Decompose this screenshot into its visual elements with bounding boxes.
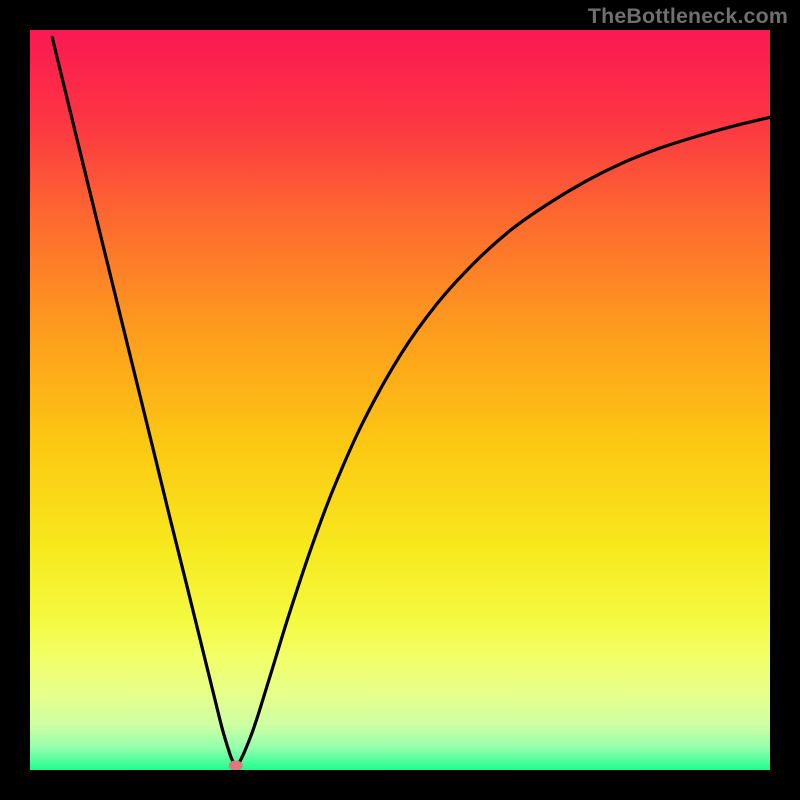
outer-frame: TheBottleneck.com (0, 0, 800, 800)
chart-plot (30, 30, 770, 770)
watermark-text: TheBottleneck.com (588, 4, 788, 29)
